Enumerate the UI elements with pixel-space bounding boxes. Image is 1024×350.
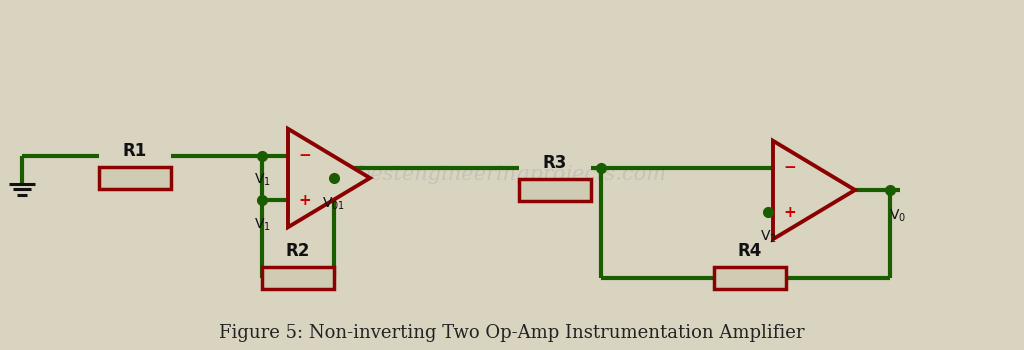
Text: R2: R2 [286,242,310,260]
Polygon shape [288,129,370,227]
Text: +: + [783,205,796,220]
FancyBboxPatch shape [99,167,171,189]
Text: −: − [783,160,796,175]
Text: V$_2$: V$_2$ [760,228,776,245]
FancyBboxPatch shape [262,267,334,289]
FancyBboxPatch shape [714,267,786,289]
Text: V$_{01}$: V$_{01}$ [323,196,345,212]
Text: R1: R1 [123,142,147,160]
Text: +: + [298,193,310,208]
Text: bestengineeringprojects.com: bestengineeringprojects.com [357,166,667,184]
Text: R4: R4 [738,242,762,260]
Text: R3: R3 [543,154,567,172]
Text: V$_1$: V$_1$ [254,216,270,232]
Text: Figure 5: Non-inverting Two Op-Amp Instrumentation Amplifier: Figure 5: Non-inverting Two Op-Amp Instr… [219,324,805,342]
Polygon shape [773,141,855,239]
Text: −: − [298,148,310,163]
Text: V$_1$: V$_1$ [254,172,270,188]
FancyBboxPatch shape [519,179,591,201]
Text: V$_0$: V$_0$ [890,208,906,224]
